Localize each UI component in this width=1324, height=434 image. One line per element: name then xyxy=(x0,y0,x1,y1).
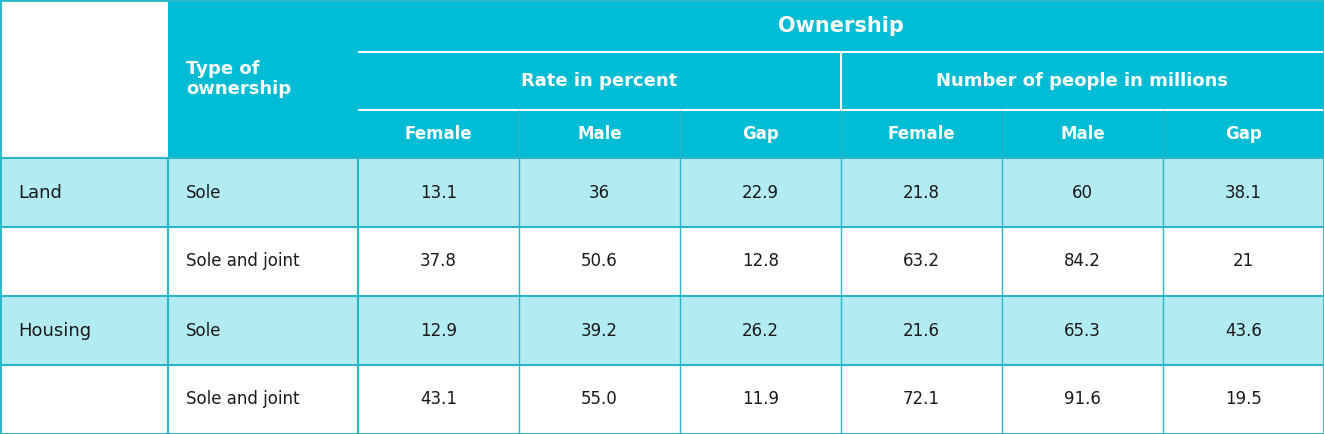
Text: 65.3: 65.3 xyxy=(1064,322,1102,339)
Bar xyxy=(1162,227,1324,296)
Bar xyxy=(0,158,168,227)
Bar xyxy=(168,227,357,296)
Text: 39.2: 39.2 xyxy=(581,322,618,339)
Bar xyxy=(357,158,519,227)
Bar xyxy=(0,0,168,434)
Bar xyxy=(519,365,681,434)
Text: 43.1: 43.1 xyxy=(420,391,457,408)
Bar xyxy=(519,296,681,365)
Bar xyxy=(1002,365,1162,434)
Bar xyxy=(841,227,1002,296)
Text: 21.8: 21.8 xyxy=(903,184,940,201)
Text: 13.1: 13.1 xyxy=(420,184,457,201)
Bar xyxy=(357,52,1324,110)
Text: Type of
ownership: Type of ownership xyxy=(185,59,291,99)
Text: 91.6: 91.6 xyxy=(1064,391,1102,408)
Bar xyxy=(681,227,841,296)
Text: 50.6: 50.6 xyxy=(581,253,618,270)
Text: 12.8: 12.8 xyxy=(741,253,779,270)
Text: 72.1: 72.1 xyxy=(903,391,940,408)
Bar xyxy=(1162,296,1324,365)
Text: Sole: Sole xyxy=(185,322,221,339)
Bar xyxy=(168,365,357,434)
Text: Male: Male xyxy=(1061,125,1104,143)
Text: Sole and joint: Sole and joint xyxy=(185,391,299,408)
Bar xyxy=(1002,296,1162,365)
Text: Male: Male xyxy=(577,125,622,143)
Text: Sole: Sole xyxy=(185,184,221,201)
Bar xyxy=(519,158,681,227)
Bar xyxy=(681,296,841,365)
Bar xyxy=(168,0,357,158)
Text: Female: Female xyxy=(405,125,473,143)
Bar xyxy=(0,365,168,434)
Text: 37.8: 37.8 xyxy=(420,253,457,270)
Bar xyxy=(519,227,681,296)
Text: Rate in percent: Rate in percent xyxy=(522,72,678,90)
Bar xyxy=(1162,365,1324,434)
Text: 21: 21 xyxy=(1233,253,1254,270)
Bar xyxy=(681,158,841,227)
Bar xyxy=(681,365,841,434)
Text: Ownership: Ownership xyxy=(779,16,904,36)
Bar xyxy=(0,296,168,365)
Text: 26.2: 26.2 xyxy=(741,322,779,339)
Text: 63.2: 63.2 xyxy=(903,253,940,270)
Text: 43.6: 43.6 xyxy=(1225,322,1262,339)
Bar xyxy=(357,365,519,434)
Text: 84.2: 84.2 xyxy=(1064,253,1102,270)
Bar xyxy=(357,227,519,296)
Bar xyxy=(841,296,1002,365)
Bar xyxy=(168,158,357,227)
Bar xyxy=(1002,158,1162,227)
Bar xyxy=(357,0,1324,52)
Text: 11.9: 11.9 xyxy=(741,391,779,408)
Text: Sole and joint: Sole and joint xyxy=(185,253,299,270)
Text: Gap: Gap xyxy=(1225,125,1262,143)
Bar xyxy=(357,296,519,365)
Bar xyxy=(841,365,1002,434)
Bar xyxy=(168,296,357,365)
Text: Gap: Gap xyxy=(743,125,779,143)
Text: 19.5: 19.5 xyxy=(1225,391,1262,408)
Bar xyxy=(1162,158,1324,227)
Text: 21.6: 21.6 xyxy=(903,322,940,339)
Text: Number of people in millions: Number of people in millions xyxy=(936,72,1229,90)
Bar xyxy=(1002,227,1162,296)
Text: 12.9: 12.9 xyxy=(420,322,457,339)
Text: 22.9: 22.9 xyxy=(741,184,779,201)
Text: 36: 36 xyxy=(589,184,610,201)
Text: 55.0: 55.0 xyxy=(581,391,618,408)
Bar xyxy=(841,158,1002,227)
Bar xyxy=(0,227,168,296)
Bar xyxy=(357,110,1324,158)
Text: 60: 60 xyxy=(1072,184,1094,201)
Text: Land: Land xyxy=(19,184,62,201)
Text: 38.1: 38.1 xyxy=(1225,184,1262,201)
Text: Female: Female xyxy=(887,125,956,143)
Text: Housing: Housing xyxy=(19,322,91,339)
